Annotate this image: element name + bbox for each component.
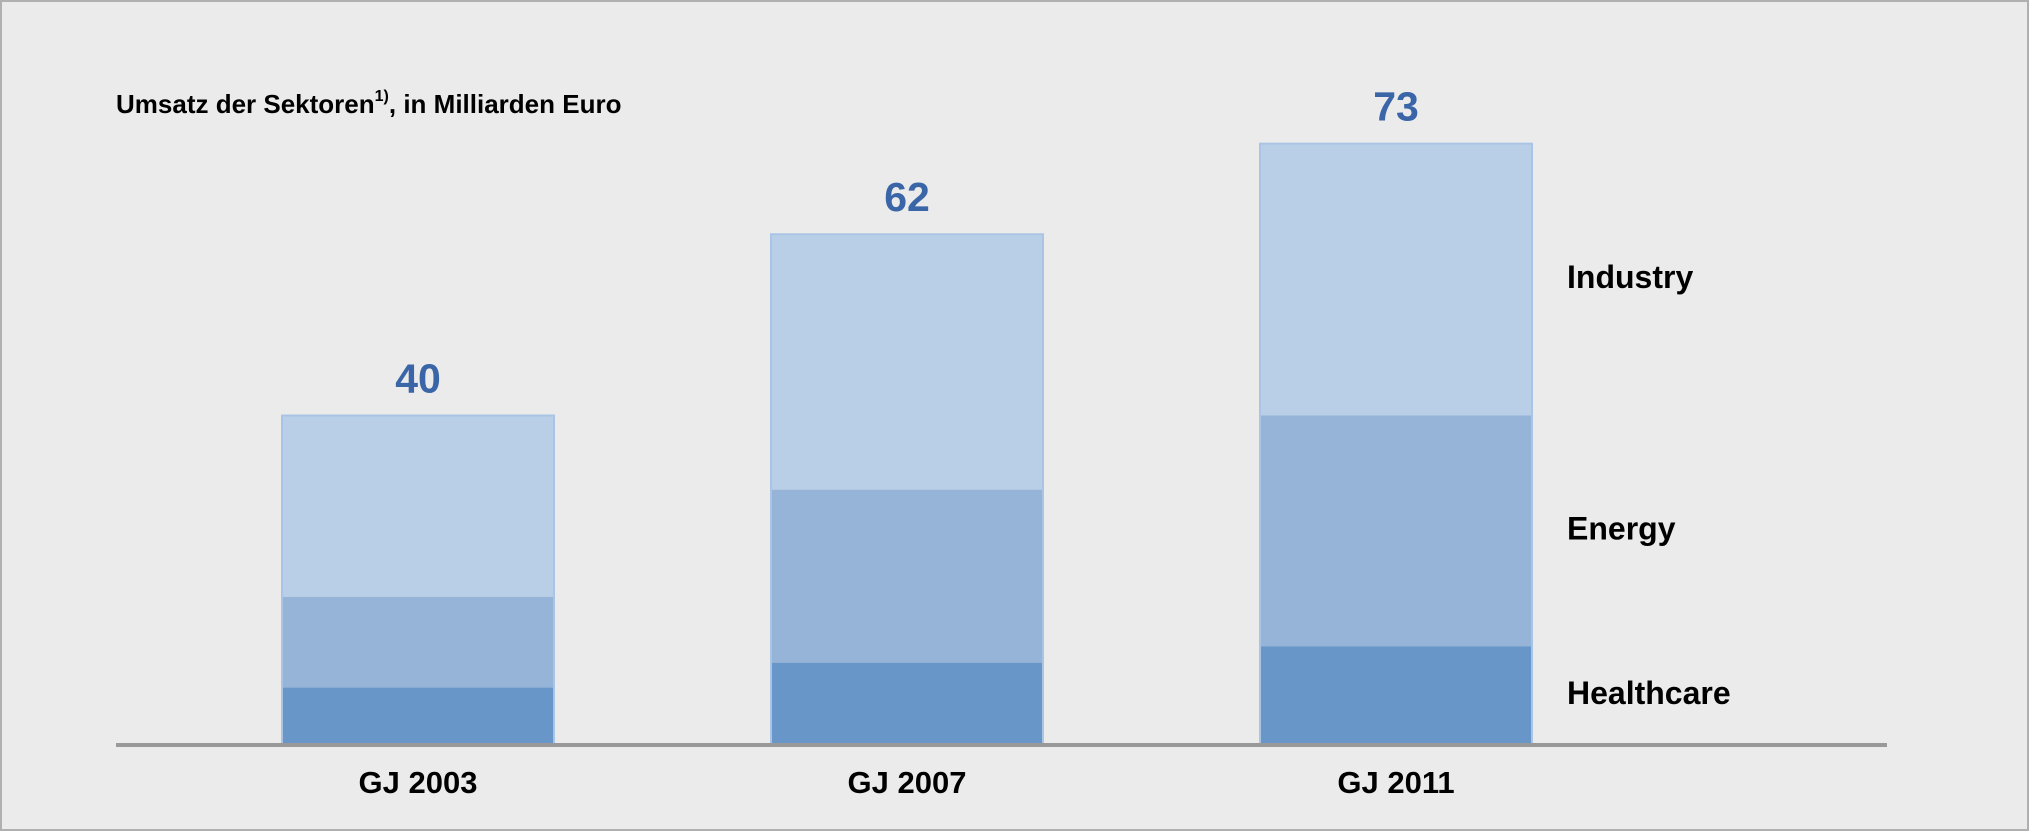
series-label: Energy [1567,510,1676,546]
bar-segment [771,234,1043,490]
series-label: Industry [1567,259,1693,295]
bar-segment [1260,646,1532,745]
series-label: Healthcare [1567,675,1731,711]
total-label: 73 [1373,83,1419,129]
bar-segment [282,596,554,688]
bar-segment [771,489,1043,663]
total-label: 62 [884,174,930,220]
x-tick-label: GJ 2007 [848,765,967,800]
x-tick-label: GJ 2003 [359,765,478,800]
total-label: 40 [395,355,441,401]
bar-segment [282,687,554,745]
bar-segment [1260,415,1532,647]
chart-title: Umsatz der Sektoren1), in Milliarden Eur… [116,88,621,119]
title-main: Umsatz der Sektoren [116,89,375,119]
title-footnote: 1) [375,88,389,105]
x-tick-label: GJ 2011 [1337,765,1454,800]
title-suffix: , in Milliarden Euro [389,89,622,119]
bar-segment [771,662,1043,745]
bar-segment [282,415,554,597]
bar-segment [1260,143,1532,416]
